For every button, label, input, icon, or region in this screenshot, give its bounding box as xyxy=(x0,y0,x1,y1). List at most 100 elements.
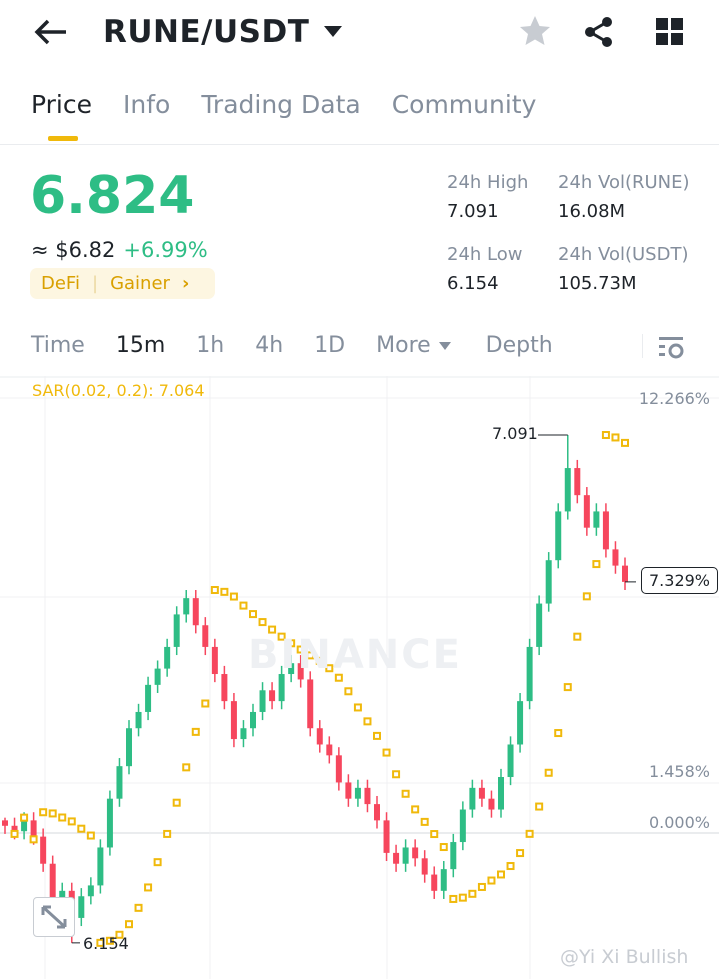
main-tabs: Price Info Trading Data Community xyxy=(31,90,537,141)
sar-dot xyxy=(325,664,334,673)
candle-down xyxy=(192,598,199,626)
sar-dot xyxy=(125,920,133,929)
candle-down xyxy=(393,852,400,864)
candle-up xyxy=(278,674,285,702)
interval-15m[interactable]: 15m xyxy=(115,333,166,358)
sar-dot xyxy=(563,683,572,692)
candle-up xyxy=(145,684,152,712)
sar-dot xyxy=(363,717,372,726)
tag-defi[interactable]: DeFi xyxy=(41,273,80,294)
share-icon[interactable] xyxy=(583,16,615,48)
sar-dot xyxy=(58,813,67,822)
candle-up xyxy=(402,847,409,864)
stat-low: 24h Low 6.154 xyxy=(447,244,522,294)
sar-indicator-label: SAR(0.02, 0.2): 7.064 xyxy=(32,381,205,400)
sar-dot xyxy=(163,829,172,838)
sar-dot xyxy=(115,930,124,939)
candle-up xyxy=(555,511,562,561)
sar-dot xyxy=(430,830,439,839)
candle-down xyxy=(431,874,438,891)
candle-up xyxy=(545,560,552,604)
tab-trading-data[interactable]: Trading Data xyxy=(201,90,361,119)
sar-dot xyxy=(77,824,86,833)
sar-dot xyxy=(353,703,362,712)
candle-down xyxy=(622,565,628,582)
credit-watermark: @Yi Xi Bullish xyxy=(560,946,689,968)
candle-down xyxy=(345,782,352,799)
fullscreen-button[interactable] xyxy=(33,897,75,937)
candle-down xyxy=(602,511,609,550)
star-icon[interactable] xyxy=(519,15,551,47)
sar-dot xyxy=(439,843,448,852)
chevron-right-icon: › xyxy=(181,273,190,294)
sar-dot xyxy=(220,587,229,596)
candle-up xyxy=(498,777,504,810)
candle-up xyxy=(240,728,247,740)
axis-label: 1.458% xyxy=(648,762,710,781)
arrow-left-icon[interactable] xyxy=(34,18,68,46)
sar-dot xyxy=(39,808,48,817)
divider xyxy=(642,334,643,358)
caret-down-icon[interactable] xyxy=(438,342,451,351)
sar-dot xyxy=(582,592,591,601)
sar-dot xyxy=(592,560,601,569)
sar-dot xyxy=(201,699,210,708)
grid-icon[interactable] xyxy=(656,18,684,46)
candle-up xyxy=(354,787,361,799)
current-price-tag: 7.329% xyxy=(641,567,719,594)
sar-dot xyxy=(392,770,401,779)
chart-settings-icon[interactable] xyxy=(659,336,685,360)
candle-up xyxy=(173,614,180,647)
sar-dot xyxy=(334,673,343,682)
sar-dot xyxy=(468,889,477,898)
candle-down xyxy=(412,847,419,859)
sar-dot xyxy=(601,431,610,439)
candle-up xyxy=(250,711,256,729)
price-change: +6.99% xyxy=(123,238,208,262)
interval-1h[interactable]: 1h xyxy=(196,333,225,358)
interval-more[interactable]: More xyxy=(376,333,431,358)
sar-dot xyxy=(373,731,381,740)
candle-down xyxy=(326,744,333,756)
caret-down-icon[interactable] xyxy=(324,26,342,38)
sar-dot xyxy=(249,610,257,619)
tab-info[interactable]: Info xyxy=(123,90,171,119)
sar-dot xyxy=(229,592,238,601)
sar-dot xyxy=(287,639,296,648)
interval-time[interactable]: Time xyxy=(31,333,85,358)
sar-dot xyxy=(535,802,544,811)
sar-dot xyxy=(105,936,114,945)
tags-chip[interactable]: DeFi | Gainer › xyxy=(30,268,215,299)
candle-down xyxy=(202,625,209,647)
tab-price[interactable]: Price xyxy=(31,90,92,141)
interval-1d[interactable]: 1D xyxy=(314,333,346,358)
candle-down xyxy=(297,663,304,680)
interval-4h[interactable]: 4h xyxy=(255,333,284,358)
sar-dot xyxy=(458,893,467,902)
sar-dot xyxy=(611,433,620,442)
stat-value: 16.08M xyxy=(558,201,626,222)
candle-up xyxy=(106,798,113,848)
sar-dot xyxy=(506,862,515,871)
sar-dot xyxy=(411,805,420,814)
pair-title[interactable]: RUNE/USDT xyxy=(103,14,310,50)
interval-bar: Time 15m 1h 4h 1D More Depth xyxy=(31,333,584,358)
sar-dot xyxy=(96,938,105,947)
candle-down xyxy=(383,820,390,853)
candle-down xyxy=(374,804,380,821)
sar-dot xyxy=(172,798,181,807)
sar-dot xyxy=(573,632,582,641)
interval-depth[interactable]: Depth xyxy=(485,333,553,358)
sar-dot xyxy=(86,831,95,840)
sar-dot xyxy=(20,813,29,822)
sar-dot xyxy=(134,903,143,912)
tag-gainer[interactable]: Gainer xyxy=(110,273,170,294)
sar-dot xyxy=(268,625,277,634)
stat-vol-usdt: 24h Vol(USDT) 105.73M xyxy=(558,244,688,294)
candle-up xyxy=(116,766,123,799)
stat-vol-rune: 24h Vol(RUNE) 16.08M xyxy=(558,172,690,222)
sar-dot xyxy=(182,763,191,772)
candle-up xyxy=(593,511,600,528)
tab-community[interactable]: Community xyxy=(391,90,537,119)
sar-dot xyxy=(554,729,563,738)
